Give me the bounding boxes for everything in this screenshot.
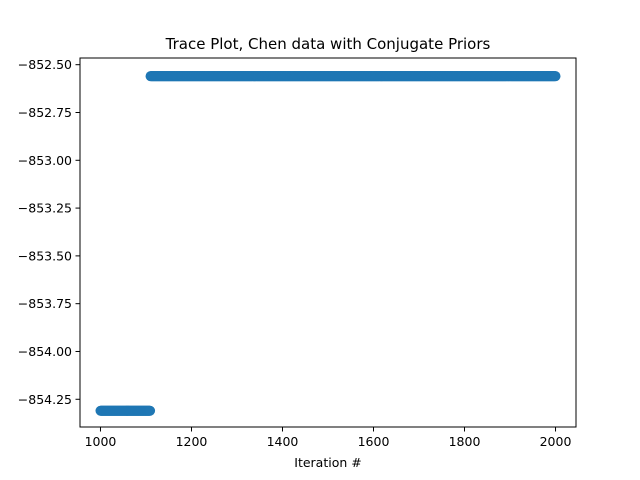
y-tick-label: −853.25 [18, 201, 72, 216]
x-tick-label: 1800 [449, 434, 481, 449]
data-point [145, 405, 156, 416]
y-tick-label: −853.50 [18, 248, 72, 263]
y-tick-label: −852.75 [18, 105, 72, 120]
axis-ticks: 1000 1200 1400 1600 1800 2000 −852.50 −852.75 −8… [18, 57, 572, 449]
y-tick-label: −853.00 [18, 153, 72, 168]
x-tick-label: 1000 [85, 434, 117, 449]
y-tick-label: −854.00 [18, 344, 72, 359]
y-tick-label: −853.75 [18, 296, 72, 311]
x-axis-label: Iteration # [294, 455, 361, 470]
y-tick-label: −852.50 [18, 57, 72, 72]
y-tick-label: −854.25 [18, 392, 72, 407]
x-tick-label: 2000 [540, 434, 572, 449]
x-tick-label: 1400 [267, 434, 299, 449]
plot-frame [79, 57, 577, 428]
data-points [95, 71, 561, 416]
x-tick-label: 1600 [358, 434, 390, 449]
x-tick-label: 1200 [176, 434, 208, 449]
chart-title: Trace Plot, Chen data with Conjugate Pri… [165, 35, 491, 53]
data-point [550, 71, 561, 82]
